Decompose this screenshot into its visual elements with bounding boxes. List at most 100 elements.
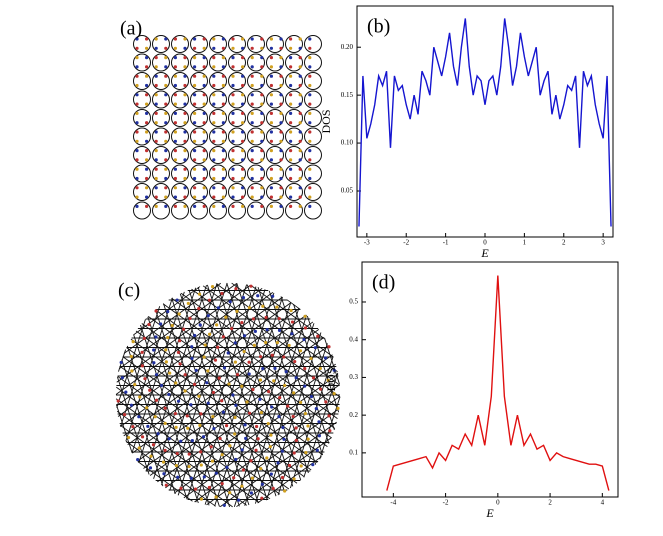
site xyxy=(231,195,235,199)
ring xyxy=(209,164,227,183)
site xyxy=(319,387,323,391)
ring xyxy=(247,53,265,72)
site xyxy=(145,93,149,97)
site xyxy=(135,102,139,106)
site xyxy=(308,158,312,162)
site xyxy=(142,336,146,340)
site xyxy=(269,130,273,134)
site xyxy=(298,46,302,50)
site xyxy=(258,397,262,401)
site xyxy=(152,348,156,352)
site xyxy=(145,176,149,181)
site xyxy=(173,167,177,171)
site xyxy=(183,56,187,60)
site xyxy=(269,65,273,69)
site xyxy=(173,56,177,60)
site xyxy=(183,204,187,208)
ring xyxy=(266,90,284,109)
site xyxy=(279,167,283,171)
ring xyxy=(209,109,227,127)
bond xyxy=(183,384,340,499)
site xyxy=(183,37,187,41)
site xyxy=(202,130,206,134)
site xyxy=(241,65,245,69)
site xyxy=(308,167,312,171)
site xyxy=(154,130,158,134)
site xyxy=(154,65,158,69)
site xyxy=(137,415,141,419)
ring xyxy=(228,201,246,220)
site xyxy=(308,149,312,153)
site xyxy=(183,130,187,134)
site xyxy=(289,102,293,106)
site xyxy=(290,332,294,336)
site xyxy=(166,309,170,314)
site xyxy=(231,149,235,153)
site xyxy=(212,102,216,106)
site xyxy=(145,56,149,60)
ring xyxy=(190,201,208,220)
site xyxy=(241,204,245,208)
bond xyxy=(216,283,285,492)
site xyxy=(135,65,139,69)
site xyxy=(260,496,264,500)
ring xyxy=(171,53,189,72)
site xyxy=(186,426,190,430)
site xyxy=(241,468,245,472)
site xyxy=(199,450,203,454)
site xyxy=(240,384,244,388)
ring xyxy=(266,201,284,220)
site xyxy=(317,420,321,424)
site xyxy=(260,93,264,97)
site xyxy=(202,475,206,479)
site xyxy=(279,37,283,41)
site xyxy=(259,355,263,359)
site xyxy=(298,83,302,88)
ring xyxy=(247,35,265,53)
site xyxy=(269,102,273,106)
site xyxy=(247,306,251,310)
site xyxy=(183,102,187,106)
ring xyxy=(285,127,303,146)
site xyxy=(202,355,206,359)
site xyxy=(145,195,149,199)
site xyxy=(289,121,293,125)
site xyxy=(260,482,264,486)
site xyxy=(241,93,245,97)
site xyxy=(159,383,164,388)
site xyxy=(154,309,158,313)
site xyxy=(212,74,216,78)
site xyxy=(247,360,251,364)
bond xyxy=(116,319,146,408)
site xyxy=(193,111,197,115)
x-tick-label: -1 xyxy=(443,239,449,247)
site xyxy=(308,139,312,143)
site xyxy=(212,65,216,69)
site xyxy=(298,102,302,106)
site xyxy=(271,294,275,298)
site xyxy=(308,204,312,208)
site xyxy=(212,37,216,41)
site xyxy=(193,65,197,69)
site xyxy=(308,176,312,181)
quasicrystal-lattice xyxy=(115,282,341,508)
ring xyxy=(133,109,151,127)
site xyxy=(308,186,312,190)
site xyxy=(213,358,218,362)
ring xyxy=(247,183,265,201)
ring xyxy=(171,127,189,146)
site xyxy=(189,403,193,407)
site xyxy=(269,46,273,50)
site xyxy=(250,130,254,134)
site xyxy=(294,376,298,380)
site xyxy=(279,121,283,125)
site xyxy=(279,158,283,162)
ring xyxy=(266,146,284,164)
site xyxy=(174,381,178,385)
site xyxy=(250,139,254,143)
site xyxy=(241,74,245,78)
site xyxy=(259,410,263,415)
site xyxy=(231,74,235,78)
site xyxy=(332,368,336,372)
site xyxy=(133,382,137,387)
